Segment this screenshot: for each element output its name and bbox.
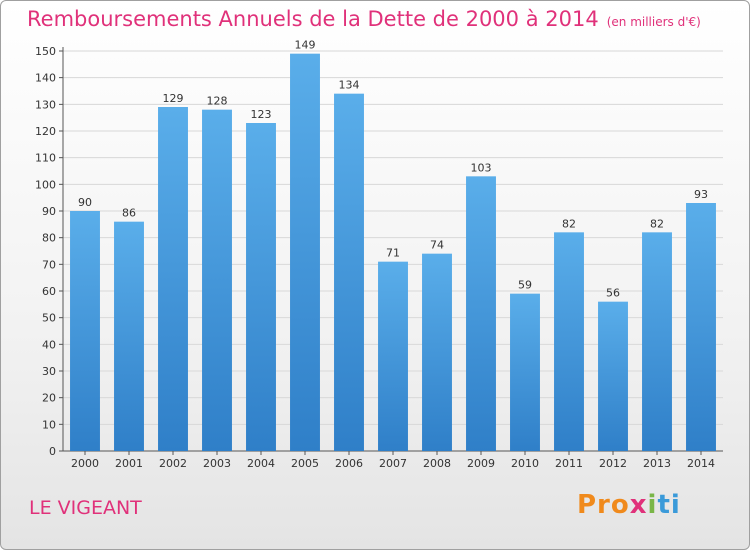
- x-tick-label: 2002: [159, 457, 187, 470]
- bar: [466, 176, 496, 452]
- y-tick-label: 120: [35, 125, 56, 138]
- y-tick-label: 110: [35, 152, 56, 165]
- y-tick-label: 50: [42, 312, 56, 325]
- x-tick-label: 2007: [379, 457, 407, 470]
- y-tick-label: 10: [42, 418, 56, 431]
- data-label: 90: [78, 196, 92, 209]
- y-tick-label: 40: [42, 338, 56, 351]
- y-tick-label: 60: [42, 285, 56, 298]
- chart-unit-text: (en milliers d'€): [606, 15, 701, 29]
- x-tick-label: 2003: [203, 457, 231, 470]
- logo-part: i: [647, 490, 658, 520]
- logo-part: Pro: [577, 490, 630, 520]
- x-tick-label: 2014: [687, 457, 715, 470]
- chart-title-text: Remboursements Annuels de la Dette de 20…: [27, 7, 599, 31]
- data-label: 134: [339, 79, 360, 92]
- bars: [70, 53, 716, 452]
- bar: [202, 109, 232, 452]
- chart-title: Remboursements Annuels de la Dette de 20…: [27, 7, 701, 31]
- bar: [642, 232, 672, 451]
- y-tick-label: 90: [42, 205, 56, 218]
- bar: [422, 253, 452, 451]
- data-label: 86: [122, 207, 136, 220]
- x-tick-label: 2006: [335, 457, 363, 470]
- x-tick-label: 2013: [643, 457, 671, 470]
- y-tick-label: 140: [35, 72, 56, 85]
- y-tick-label: 100: [35, 178, 56, 191]
- data-label: 82: [650, 217, 664, 230]
- x-tick-label: 2000: [71, 457, 99, 470]
- bar: [334, 93, 364, 452]
- data-label: 59: [518, 279, 532, 292]
- y-tick-label: 80: [42, 232, 56, 245]
- data-label: 74: [430, 239, 444, 252]
- x-tick-label: 2010: [511, 457, 539, 470]
- y-tick-label: 150: [35, 45, 56, 58]
- commune-name: LE VIGEANT: [29, 497, 142, 519]
- data-label: 149: [295, 39, 316, 52]
- bar: [114, 221, 144, 451]
- bar: [598, 301, 628, 451]
- x-tick-label: 2001: [115, 457, 143, 470]
- data-label: 82: [562, 217, 576, 230]
- data-label: 56: [606, 287, 620, 300]
- data-label: 93: [694, 188, 708, 201]
- x-tick-label: 2005: [291, 457, 319, 470]
- y-tick-label: 70: [42, 258, 56, 271]
- bar: [686, 203, 716, 451]
- axes: 0 10 20 30 40 50 60 70 80 90 100 110 120 130 140 150 200…: [35, 45, 723, 470]
- bar: [158, 107, 188, 451]
- data-label: 123: [251, 108, 272, 121]
- bar: [246, 123, 276, 451]
- bar: [510, 293, 540, 451]
- bar: [378, 261, 408, 451]
- logo-part: x: [629, 490, 648, 520]
- logo-part: ti: [657, 490, 681, 520]
- y-tick-label: 20: [42, 392, 56, 405]
- x-tick-label: 2008: [423, 457, 451, 470]
- proxiti-logo[interactable]: Proxiti: [577, 490, 681, 520]
- bar: [290, 53, 320, 452]
- y-tick-label: 30: [42, 365, 56, 378]
- data-label: 103: [471, 161, 492, 174]
- bar: [554, 232, 584, 451]
- x-tick-label: 2004: [247, 457, 275, 470]
- x-tick-label: 2011: [555, 457, 583, 470]
- y-tick-label: 0: [49, 445, 56, 458]
- data-labels: 90 86 129 128 123 149 134 71 74 103 59 82 56 82 93: [78, 39, 708, 300]
- bar: [70, 211, 100, 451]
- data-label: 128: [207, 95, 228, 108]
- y-tick-label: 130: [35, 98, 56, 111]
- x-tick-label: 2012: [599, 457, 627, 470]
- data-label: 129: [163, 92, 184, 105]
- data-label: 71: [386, 247, 400, 260]
- x-tick-label: 2009: [467, 457, 495, 470]
